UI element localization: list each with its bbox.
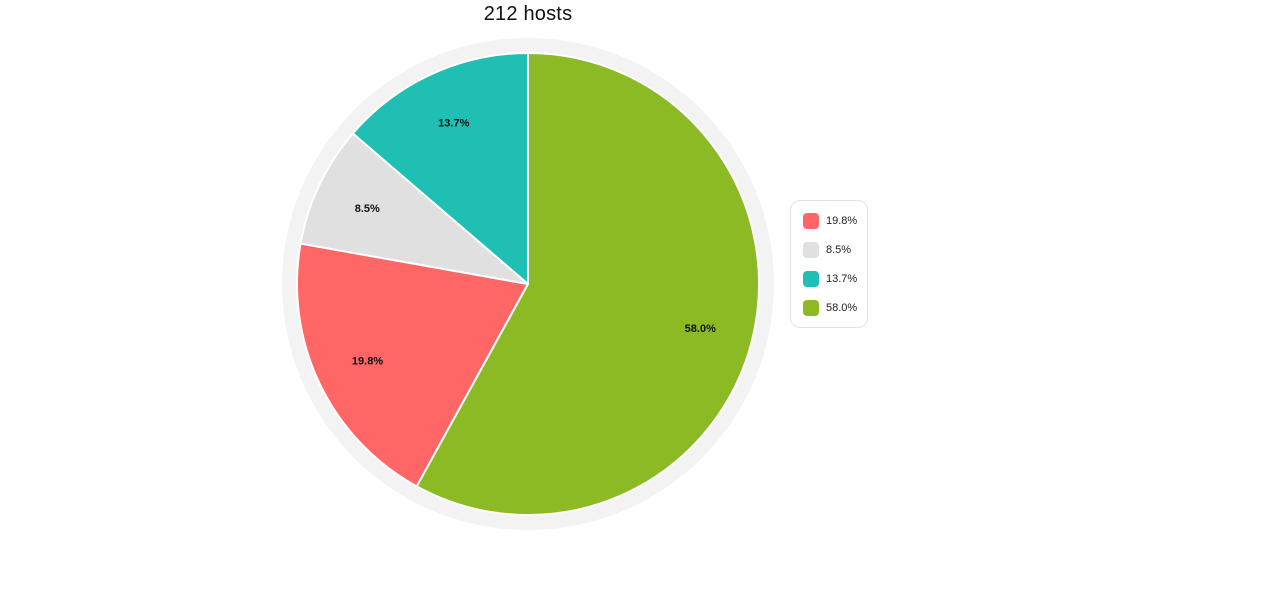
pie-slice[interactable] <box>415 52 760 516</box>
slice-data-label: 19.8% <box>352 356 383 368</box>
pie-slice[interactable] <box>296 242 529 488</box>
pie-slice[interactable] <box>351 52 529 285</box>
slice-data-label: 13.7% <box>438 117 469 129</box>
legend-item[interactable]: 58.0% <box>803 300 867 316</box>
legend-item[interactable]: 13.7% <box>803 271 867 287</box>
slice-data-label: 58.0% <box>685 323 716 335</box>
legend-swatch <box>803 242 819 258</box>
legend-item[interactable]: 8.5% <box>803 242 867 258</box>
chart-legend: 19.8% 8.5% 13.7% 58.0% <box>790 200 868 328</box>
legend-label: 58.0% <box>826 302 858 314</box>
slice-data-label: 8.5% <box>355 203 380 215</box>
legend-label: 19.8% <box>826 215 858 227</box>
legend-swatch <box>803 271 819 287</box>
legend-swatch <box>803 300 819 316</box>
legend-label: 13.7% <box>826 273 858 285</box>
legend-swatch <box>803 213 819 229</box>
chart-title: 212 hosts <box>483 3 573 25</box>
pie-slice[interactable] <box>299 132 529 285</box>
legend-label: 8.5% <box>826 244 852 256</box>
legend-item[interactable]: 19.8% <box>803 213 867 229</box>
